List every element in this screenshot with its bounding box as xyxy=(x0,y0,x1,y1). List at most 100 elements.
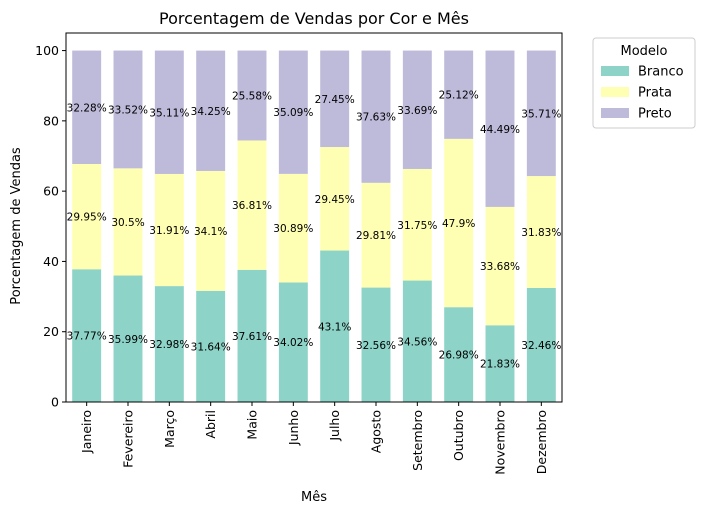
bar-preto-9 xyxy=(444,50,474,139)
data-label-branco-10: 21.83% xyxy=(480,359,520,371)
y-axis-ticks: 0 20 40 60 80 100 xyxy=(35,43,66,410)
bar-preto-3 xyxy=(196,50,226,171)
data-label-prata-8: 31.75% xyxy=(397,220,437,232)
bar-branco-9 xyxy=(444,307,474,402)
data-label-branco-9: 26.98% xyxy=(439,350,479,362)
bar-prata-3 xyxy=(196,170,226,291)
data-label-branco-0: 37.77% xyxy=(67,331,107,343)
data-label-branco-4: 37.61% xyxy=(232,331,272,343)
x-tick-label: Novembro xyxy=(493,410,508,475)
x-tick-label: Outubro xyxy=(451,410,466,461)
bar-preto-11 xyxy=(526,50,556,177)
chart-title: Porcentagem de Vendas por Cor e Mês xyxy=(159,9,469,28)
data-label-branco-6: 43.1% xyxy=(318,321,351,333)
data-label-prata-7: 29.81% xyxy=(356,230,396,242)
data-label-prata-4: 36.81% xyxy=(232,200,272,212)
bar-prata-4 xyxy=(237,140,267,270)
y-tick-label: 40 xyxy=(43,254,59,269)
data-label-preto-2: 35.11% xyxy=(149,107,189,119)
data-label-preto-0: 32.28% xyxy=(67,102,107,114)
legend-label-preto: Preto xyxy=(638,107,672,122)
bar-branco-10 xyxy=(485,325,515,402)
y-tick-label: 80 xyxy=(43,113,59,128)
legend-title: Modelo xyxy=(621,44,668,59)
bar-preto-10 xyxy=(485,50,515,207)
bar-branco-1 xyxy=(113,275,143,402)
data-label-prata-11: 31.83% xyxy=(521,227,561,239)
bar-branco-0 xyxy=(72,269,102,402)
x-tick-label: Fevereiro xyxy=(121,410,136,468)
data-label-preto-7: 37.63% xyxy=(356,112,396,124)
x-tick-label: Dezembro xyxy=(534,410,549,474)
bar-prata-2 xyxy=(154,173,184,287)
legend-label-prata: Prata xyxy=(638,86,672,101)
data-label-branco-1: 35.99% xyxy=(108,334,148,346)
x-tick-label: Agosto xyxy=(369,410,384,453)
plot-area: 37.77% 29.95% 32.28% 35.99% 30.5% 33.52% 32.98… xyxy=(65,32,563,403)
data-label-prata-2: 31.91% xyxy=(149,225,189,237)
legend-label-branco: Branco xyxy=(638,65,684,80)
data-label-branco-2: 32.98% xyxy=(149,339,189,351)
data-label-preto-8: 33.69% xyxy=(397,105,437,117)
bar-prata-11 xyxy=(526,176,556,288)
bar-branco-7 xyxy=(361,287,391,402)
data-label-prata-10: 33.68% xyxy=(480,261,520,273)
legend-swatch-preto xyxy=(601,108,629,118)
data-label-branco-3: 31.64% xyxy=(191,341,231,353)
x-tick-label: Março xyxy=(162,410,177,448)
x-axis-label: Mês xyxy=(301,490,327,505)
axes-frame xyxy=(65,32,563,403)
x-tick-label: Setembro xyxy=(410,410,425,471)
data-label-prata-9: 47.9% xyxy=(442,218,475,230)
y-tick-label: 100 xyxy=(35,43,59,58)
bar-preto-2 xyxy=(154,50,184,174)
bar-branco-5 xyxy=(278,282,308,402)
legend-swatch-prata xyxy=(601,87,629,97)
data-label-branco-8: 34.56% xyxy=(397,336,437,348)
bar-prata-8 xyxy=(402,168,432,281)
y-tick-label: 0 xyxy=(51,395,59,410)
x-tick-label: Julho xyxy=(327,410,342,442)
bar-preto-7 xyxy=(361,50,391,183)
bar-prata-6 xyxy=(320,147,350,251)
data-label-preto-5: 35.09% xyxy=(273,107,313,119)
bar-preto-4 xyxy=(237,50,267,141)
data-label-branco-7: 32.56% xyxy=(356,340,396,352)
bar-prata-7 xyxy=(361,182,391,288)
bar-preto-1 xyxy=(113,50,143,169)
bar-prata-10 xyxy=(485,206,515,326)
bar-prata-5 xyxy=(278,173,308,283)
data-label-prata-0: 29.95% xyxy=(67,212,107,224)
data-label-preto-4: 25.58% xyxy=(232,91,272,103)
bar-branco-2 xyxy=(154,286,184,402)
data-label-prata-1: 30.5% xyxy=(111,217,144,229)
data-label-preto-1: 33.52% xyxy=(108,104,148,116)
data-label-branco-11: 32.46% xyxy=(521,340,561,352)
bar-prata-1 xyxy=(113,168,143,276)
x-tick-label: Abril xyxy=(203,410,218,439)
data-label-preto-3: 34.25% xyxy=(191,106,231,118)
bar-branco-4 xyxy=(237,269,267,402)
bar-prata-9 xyxy=(444,138,474,308)
bar-preto-5 xyxy=(278,50,308,174)
data-label-preto-11: 35.71% xyxy=(521,108,561,120)
bar-preto-6 xyxy=(320,50,350,148)
x-tick-label: Junho xyxy=(286,410,301,446)
data-label-preto-9: 25.12% xyxy=(439,90,479,102)
bar-preto-8 xyxy=(402,50,432,169)
bar-prata-0 xyxy=(72,164,102,270)
data-label-prata-5: 30.89% xyxy=(273,223,313,235)
data-label-prata-6: 29.45% xyxy=(315,194,355,206)
x-axis-ticks: Janeiro Fevereiro Março Abril Maio Junho Julho… xyxy=(79,402,549,475)
data-label-prata-3: 34.1% xyxy=(194,226,227,238)
data-label-branco-5: 34.02% xyxy=(273,337,313,349)
legend: Modelo Branco Prata Preto xyxy=(592,37,696,129)
data-label-preto-6: 27.45% xyxy=(315,94,355,106)
data-label-preto-10: 44.49% xyxy=(480,124,520,136)
bar-branco-6 xyxy=(320,250,350,402)
y-tick-label: 60 xyxy=(43,184,59,199)
y-tick-label: 20 xyxy=(43,324,59,339)
bar-branco-3 xyxy=(196,290,226,402)
x-tick-label: Maio xyxy=(245,410,260,440)
